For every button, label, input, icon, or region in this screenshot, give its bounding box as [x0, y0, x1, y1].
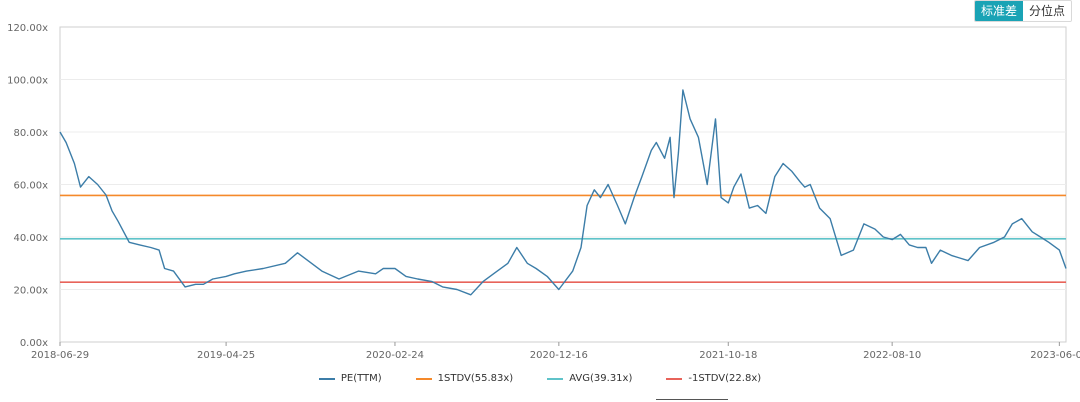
percentile-button[interactable]: 分位点: [1022, 1, 1071, 21]
x-tick-label: 2021-10-18: [699, 350, 757, 361]
y-tick-label: 40.00x: [13, 233, 48, 244]
legend-swatch-pe: [318, 377, 335, 380]
view-toggle: 标准差 分位点: [973, 0, 1072, 22]
x-tick-label: 2018-06-29: [31, 350, 89, 361]
legend-label-avg: AVG(39.31x): [569, 373, 633, 384]
legend-label-1stdv: 1STDV(55.83x): [437, 373, 514, 384]
legend-label-pe: PE(TTM): [340, 373, 382, 384]
scroll-indicator: [656, 399, 728, 400]
x-tick-label: 2023-06-08: [1030, 350, 1080, 361]
legend-label-neg-1stdv: -1STDV(22.8x): [688, 373, 762, 384]
y-tick-label: 120.00x: [7, 23, 48, 34]
std-dev-button[interactable]: 标准差: [974, 1, 1023, 21]
x-tick-label: 2019-04-25: [197, 350, 255, 361]
legend-item-neg-1stdv[interactable]: -1STDV(22.8x): [666, 373, 761, 384]
legend-item-pe[interactable]: PE(TTM): [318, 373, 382, 384]
y-tick-label: 80.00x: [13, 128, 48, 139]
x-tick-label: 2020-02-24: [366, 350, 424, 361]
legend-swatch-1stdv: [415, 377, 432, 380]
x-tick-label: 2022-08-10: [863, 350, 921, 361]
legend-item-1stdv[interactable]: 1STDV(55.83x): [415, 373, 514, 384]
legend-swatch-neg-1stdv: [666, 377, 683, 380]
y-tick-label: 0.00x: [20, 338, 48, 349]
pe-ttm-line: [59, 89, 1067, 296]
y-tick-label: 20.00x: [13, 286, 48, 297]
y-tick-label: 100.00x: [7, 76, 48, 87]
pe-band-chart: 0.00x 20.00x 40.00x 60.00x 80.00x 100.00x 120.…: [7, 23, 1080, 361]
legend-item-avg[interactable]: AVG(39.31x): [547, 373, 632, 384]
x-tick-label: 2020-12-16: [530, 350, 588, 361]
legend-swatch-avg: [547, 377, 564, 380]
y-tick-label: 60.00x: [13, 181, 48, 192]
chart-legend: PE(TTM) 1STDV(55.83x) AVG(39.31x) -1STDV…: [0, 373, 1080, 384]
